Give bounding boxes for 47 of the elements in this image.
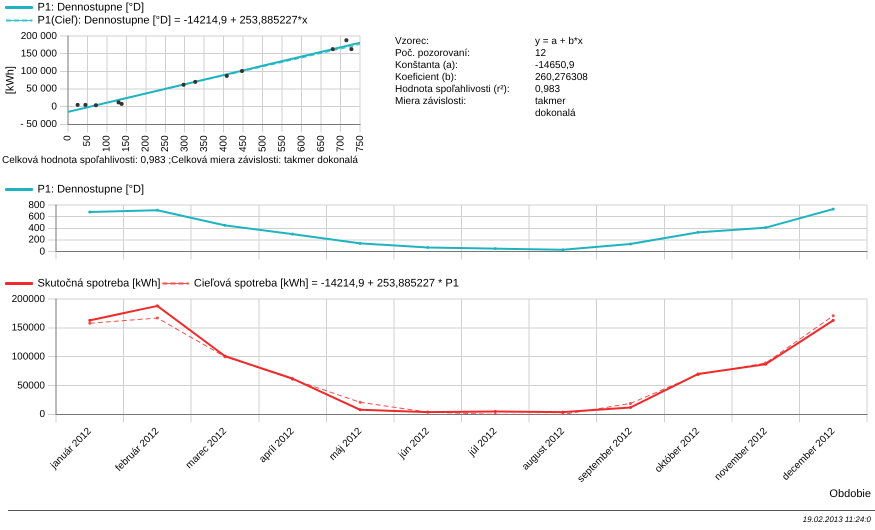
legend-label: P1: Dennostupne [°D] [38,2,144,14]
y-tick-label: 200000 [12,294,46,305]
x-tick-label: 500 [257,134,268,152]
text: Koeficient (b): 260,276308 [395,72,588,83]
y-tick-label: 400 [28,223,46,234]
legend-label: Skutočná spotreba [kWh] [38,278,160,290]
y-tick-label: 150000 [12,322,46,334]
y-tick-label: 0 [39,409,46,420]
y-tick-label: 50000 [17,380,46,392]
x-tick-label: 200 [140,134,152,152]
y-axis-title: [kWh] [4,66,17,94]
x-tick-label: 600 [296,134,308,152]
x-tick-label: 700 [335,134,346,152]
text: Vzorec: y = a + b*x [395,36,583,47]
y-tick-label: 0 [51,101,58,112]
text: 19.02.2013 11:24:0 [802,515,871,524]
text: Hodnota spoľahlivosti (r²): 0,983 [395,84,560,95]
x-tick-label: 750 [354,134,366,152]
legend-label: Cieľová spotreba [kWh] = -14214,9 + 253,885227 * P1 [194,278,459,290]
x-tick-label: 650 [316,134,327,152]
x-tick-label: 250 [160,134,172,152]
y-tick-label: 600 [28,211,46,222]
x-axis-title: Obdobie [829,488,871,500]
x-tick-label: 0 [62,134,74,141]
y-tick-label: 0 [39,246,46,258]
y-tick-label: 200 [28,234,46,246]
text: Poč. pozorovaní: 12 [395,48,546,59]
x-tick-label: 100 [102,134,113,152]
x-tick-label: 300 [179,134,190,152]
y-tick-label: 200 000 [20,30,58,42]
x-tick-label: 400 [218,134,230,152]
y-tick-label: - 50 000 [20,119,58,130]
legend-label: P1(Cieľ): Dennostupne [°D] = -14214,9 + 253,885227*x [38,14,308,27]
y-tick-label: 150 000 [20,48,58,60]
y-tick-label: 100000 [12,351,46,362]
legend-label: P1: Dennostupne [°D] [38,184,144,196]
text: Celková hodnota spoľahlivosti: 0,983 ;Celková miera závislosti: takmer dokonalá [2,155,358,166]
x-tick-label: 350 [198,134,210,152]
y-tick-label: 50 000 [26,84,58,95]
x-tick-label: 150 [121,134,132,152]
text: Konštanta (a): -14650,9 [395,60,574,71]
x-tick-label: 50 [82,134,94,146]
x-tick-label: 550 [276,134,288,152]
text: Miera závislosti: takmer dokonalá [395,96,576,119]
y-tick-label: 800 [28,200,46,211]
y-tick-label: 100 000 [20,66,58,78]
x-tick-label: 450 [238,134,249,152]
